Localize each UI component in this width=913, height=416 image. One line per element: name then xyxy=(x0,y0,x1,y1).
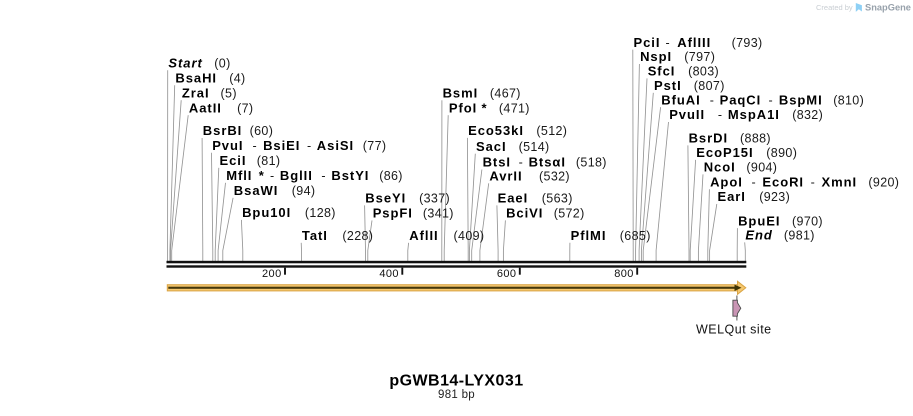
svg-text:(471): (471) xyxy=(499,101,530,115)
svg-text:PvuI-BsiEI-AsiSI: PvuI - BsiEI - AsiSI xyxy=(212,138,354,153)
svg-text:600: 600 xyxy=(497,268,517,280)
svg-text:(7): (7) xyxy=(237,101,253,115)
svg-text:PstI: PstI xyxy=(654,78,682,93)
svg-text:EciI: EciI xyxy=(220,153,247,168)
svg-text:pGWB14-LYX031: pGWB14-LYX031 xyxy=(389,372,523,389)
svg-text:(5): (5) xyxy=(221,86,237,100)
svg-text:(228): (228) xyxy=(342,229,373,243)
svg-text:(807): (807) xyxy=(694,79,725,93)
svg-text:(923): (923) xyxy=(759,190,790,204)
svg-text:(514): (514) xyxy=(519,140,550,154)
svg-text:(409): (409) xyxy=(454,229,485,243)
svg-text:(888): (888) xyxy=(740,132,771,146)
svg-text:(467): (467) xyxy=(490,86,521,100)
svg-text:(77): (77) xyxy=(363,139,387,153)
svg-text:WELQut site: WELQut site xyxy=(696,323,772,337)
svg-text:ZraI: ZraI xyxy=(182,85,210,100)
svg-text:BpuEI: BpuEI xyxy=(738,213,780,228)
svg-text:(981): (981) xyxy=(784,229,815,243)
svg-text:AvrII: AvrII xyxy=(489,169,522,184)
svg-text:End: End xyxy=(745,228,773,243)
svg-text:(341): (341) xyxy=(423,207,454,221)
svg-text:(94): (94) xyxy=(292,184,316,198)
svg-text:PfoI*: PfoI * xyxy=(449,100,488,115)
svg-text:Created by: Created by xyxy=(816,3,853,12)
svg-text:BsaHI: BsaHI xyxy=(175,70,217,85)
svg-text:(970): (970) xyxy=(792,214,823,228)
svg-text:(532): (532) xyxy=(539,170,570,184)
svg-text:(685): (685) xyxy=(620,229,651,243)
svg-text:(904): (904) xyxy=(746,161,777,175)
svg-text:BseYI: BseYI xyxy=(365,191,406,206)
svg-text:TatI: TatI xyxy=(302,228,328,243)
svg-text:(920): (920) xyxy=(868,176,899,190)
svg-text:EaeI: EaeI xyxy=(498,191,529,206)
svg-text:(793): (793) xyxy=(732,36,763,50)
svg-text:EarI: EarI xyxy=(718,189,746,204)
svg-text:SacI: SacI xyxy=(476,139,507,154)
svg-text:MflI*-BglII-BstYI: MflI * - BglII - BstYI xyxy=(226,168,369,183)
svg-text:NcoI: NcoI xyxy=(704,160,736,175)
svg-text:(810): (810) xyxy=(833,93,864,107)
svg-text:Eco53kI: Eco53kI xyxy=(468,123,524,138)
svg-text:SfcI: SfcI xyxy=(648,64,676,79)
svg-text:PciI-AflIII: PciI - AflIII xyxy=(634,35,712,50)
svg-text:800: 800 xyxy=(614,268,634,280)
svg-text:(4): (4) xyxy=(229,71,245,85)
svg-text:BsmI: BsmI xyxy=(443,85,479,100)
svg-text:(803): (803) xyxy=(688,65,719,79)
svg-text:Start: Start xyxy=(168,55,202,70)
svg-text:BtsI-BtsαI: BtsI - BtsαI xyxy=(483,155,566,170)
svg-text:PvuII-MspA1I: PvuII - MspA1I xyxy=(669,107,780,122)
svg-text:BfuAI-PaqCI-BspMI: BfuAI - PaqCI - BspMI xyxy=(661,92,822,107)
svg-text:(81): (81) xyxy=(257,154,281,168)
svg-text:(337): (337) xyxy=(419,192,450,206)
svg-text:BsrBI: BsrBI xyxy=(203,123,242,138)
svg-text:ApoI-EcoRI-XmnI: ApoI - EcoRI - XmnI xyxy=(710,175,857,190)
svg-text:SnapGene: SnapGene xyxy=(865,2,911,12)
svg-text:EcoP15I: EcoP15I xyxy=(696,145,753,160)
svg-text:(0): (0) xyxy=(214,56,230,70)
svg-text:981 bp: 981 bp xyxy=(438,389,475,401)
svg-text:PspFI: PspFI xyxy=(373,206,413,221)
svg-text:(518): (518) xyxy=(576,156,607,170)
svg-text:(563): (563) xyxy=(542,192,573,206)
svg-text:NspI: NspI xyxy=(640,49,672,64)
svg-text:(797): (797) xyxy=(684,50,715,64)
svg-text:BsrDI: BsrDI xyxy=(689,131,728,146)
svg-text:PflMI: PflMI xyxy=(571,228,607,243)
svg-text:(832): (832) xyxy=(792,108,823,122)
svg-text:BciVI: BciVI xyxy=(506,206,543,221)
svg-text:(128): (128) xyxy=(305,206,336,220)
svg-text:AflII: AflII xyxy=(409,228,438,243)
svg-text:(512): (512) xyxy=(536,124,567,138)
svg-text:(572): (572) xyxy=(554,207,585,221)
svg-text:AatII: AatII xyxy=(189,100,222,115)
svg-text:BsaWI: BsaWI xyxy=(234,183,278,198)
svg-text:400: 400 xyxy=(379,268,399,280)
svg-text:200: 200 xyxy=(262,268,282,280)
svg-text:(86): (86) xyxy=(379,169,403,183)
svg-text:(890): (890) xyxy=(766,146,797,160)
svg-text:(60): (60) xyxy=(250,124,274,138)
svg-text:Bpu10I: Bpu10I xyxy=(242,205,291,220)
